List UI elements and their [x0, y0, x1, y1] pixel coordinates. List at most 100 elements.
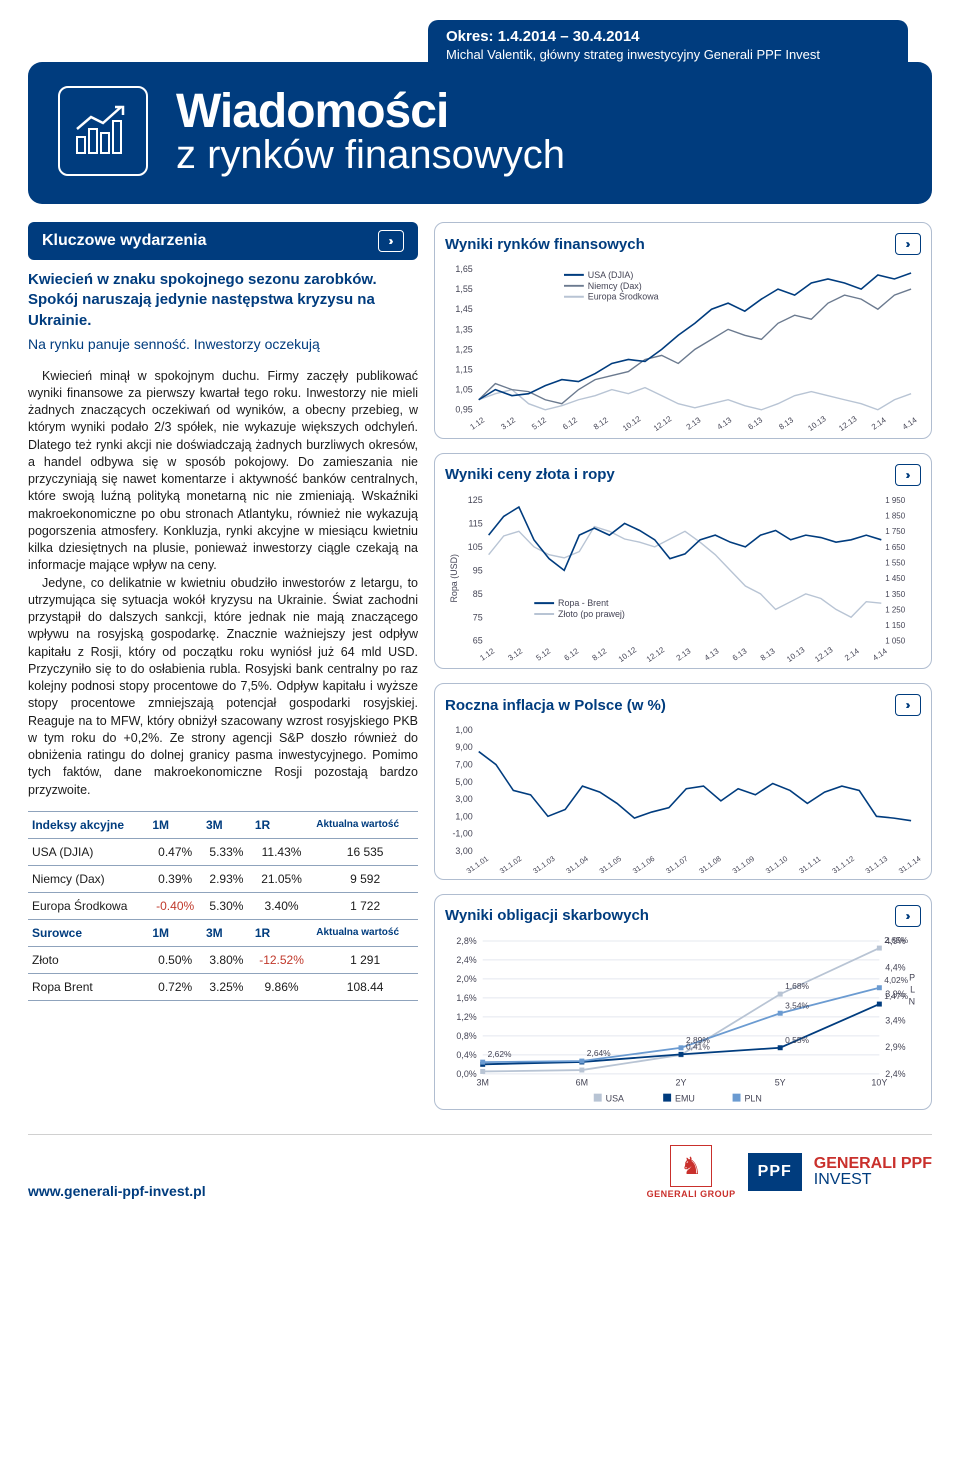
svg-text:-1,00: -1,00: [452, 829, 472, 839]
footer-logos: ♞ GENERALI GROUP PPF GENERALI PPF INVEST: [647, 1145, 932, 1199]
svg-text:4.13: 4.13: [703, 646, 721, 662]
chart-bonds: Wyniki obligacji skarbowych ›› 2,8%2,4%2…: [434, 894, 932, 1111]
svg-text:8.13: 8.13: [759, 646, 777, 662]
svg-text:31.1.08: 31.1.08: [697, 854, 722, 873]
svg-text:1,45: 1,45: [455, 304, 472, 314]
svg-text:1,25: 1,25: [455, 344, 472, 354]
table-row: Niemcy (Dax) 0.39% 2.93% 21.05% 9 592: [28, 865, 418, 892]
svg-text:P: P: [909, 973, 915, 983]
chevron-right-icon: ››: [895, 694, 921, 716]
chart-goldoil-svg: 125115105958575651 9501 8501 7501 6501 5…: [445, 494, 921, 663]
svg-text:USA (DJIA): USA (DJIA): [588, 270, 634, 280]
svg-text:31.1.03: 31.1.03: [531, 854, 556, 873]
svg-text:95: 95: [473, 565, 483, 575]
svg-text:1 850: 1 850: [885, 511, 905, 520]
svg-text:USA: USA: [606, 1094, 624, 1104]
period-box: Okres: 1.4.2014 – 30.4.2014 Michal Valen…: [428, 20, 908, 72]
ppf-logo: PPF: [748, 1153, 802, 1191]
svg-text:1,00: 1,00: [455, 811, 472, 821]
chart-bonds-svg: 2,8%2,4%2,0%1,6%1,2%0,8%0,4%0,0%4,9%4,4%…: [445, 935, 921, 1104]
svg-text:1,55: 1,55: [455, 284, 472, 294]
svg-text:0,95: 0,95: [455, 405, 472, 415]
svg-text:6M: 6M: [576, 1078, 588, 1088]
svg-text:10.13: 10.13: [785, 644, 807, 662]
svg-text:7,00: 7,00: [455, 760, 472, 770]
col-1r: 1R: [251, 811, 312, 838]
svg-text:9,00: 9,00: [455, 742, 472, 752]
svg-text:4.13: 4.13: [715, 415, 733, 431]
svg-text:2.13: 2.13: [675, 646, 693, 662]
svg-text:31.1.12: 31.1.12: [830, 854, 855, 873]
svg-text:31.1.11: 31.1.11: [797, 854, 822, 873]
svg-text:N: N: [909, 996, 915, 1006]
page-title-1: Wiadomości: [176, 84, 565, 139]
svg-text:1,05: 1,05: [455, 385, 472, 395]
svg-text:Niemcy (Dax): Niemcy (Dax): [588, 281, 642, 291]
svg-text:6.13: 6.13: [731, 646, 749, 662]
chevron-right-icon: ››: [895, 233, 921, 255]
svg-text:2.14: 2.14: [843, 646, 861, 662]
svg-text:105: 105: [468, 541, 483, 551]
svg-text:0,41%: 0,41%: [686, 1041, 710, 1051]
author: Michal Valentik, główny strateg inwestyc…: [446, 47, 890, 62]
col-1m: 1M: [148, 811, 202, 838]
intro-subhead: Na rynku panuje senność. Inwestorzy ocze…: [28, 335, 418, 354]
header: Okres: 1.4.2014 – 30.4.2014 Michal Valen…: [28, 20, 932, 204]
page-title-2: z rynków finansowych: [176, 133, 565, 178]
article-body: Kwiecień minął w spokojnym duchu. Firmy …: [28, 368, 418, 799]
title-box: Wiadomości z rynków finansowych: [28, 62, 932, 204]
chart-gold-oil: Wyniki ceny złota i ropy ›› 125115105958…: [434, 453, 932, 670]
okres-value: 1.4.2014 – 30.4.2014: [498, 28, 640, 45]
svg-text:5.12: 5.12: [534, 646, 552, 662]
svg-text:8.12: 8.12: [591, 646, 609, 662]
paragraph-1: Kwiecień minął w spokojnym duchu. Firmy …: [28, 368, 418, 575]
svg-text:3,4%: 3,4%: [885, 1016, 905, 1026]
chart-gold-oil-title: Wyniki ceny złota i ropy: [445, 466, 615, 483]
svg-text:2,64%: 2,64%: [587, 1048, 611, 1058]
col-3m: 3M: [202, 811, 251, 838]
section-key-events-title: Kluczowe wydarzenia: [42, 232, 207, 250]
table-row: Złoto 0.50% 3.80% -12.52% 1 291: [28, 946, 418, 973]
chart-bonds-title: Wyniki obligacji skarbowych: [445, 907, 649, 924]
svg-text:1 250: 1 250: [885, 605, 905, 614]
svg-text:31.1.09: 31.1.09: [731, 854, 756, 873]
svg-text:31.1.05: 31.1.05: [598, 854, 623, 873]
svg-text:5.12: 5.12: [530, 415, 548, 431]
col-indeksy: Indeksy akcyjne: [28, 811, 148, 838]
chevron-right-icon: ››: [895, 905, 921, 927]
col-aktualna: Aktualna wartość: [312, 811, 418, 838]
svg-text:2.14: 2.14: [870, 415, 888, 431]
svg-text:2,65%: 2,65%: [884, 935, 908, 945]
svg-text:3M: 3M: [477, 1078, 489, 1088]
svg-text:Europa Środkowa: Europa Środkowa: [588, 291, 659, 302]
svg-text:8.13: 8.13: [777, 415, 795, 431]
svg-text:1 550: 1 550: [885, 558, 905, 567]
svg-text:1,15: 1,15: [455, 365, 472, 375]
gpi-logo: GENERALI PPF INVEST: [814, 1156, 932, 1190]
col-surowce: Surowce: [28, 919, 148, 946]
svg-text:0,0%: 0,0%: [456, 1069, 476, 1079]
svg-text:12.13: 12.13: [837, 414, 859, 432]
svg-text:Ropa (USD): Ropa (USD): [449, 554, 459, 603]
svg-text:1 350: 1 350: [885, 589, 905, 598]
svg-text:31.1.14: 31.1.14: [897, 854, 921, 873]
footer: www.generali-ppf-invest.pl ♞ GENERALI GR…: [28, 1134, 932, 1199]
svg-text:6.13: 6.13: [746, 415, 764, 431]
svg-text:5Y: 5Y: [775, 1078, 786, 1088]
svg-text:31.1.02: 31.1.02: [498, 854, 523, 873]
svg-text:31.1.13: 31.1.13: [864, 854, 889, 873]
svg-text:12.12: 12.12: [645, 645, 666, 662]
svg-text:10.13: 10.13: [806, 414, 828, 432]
svg-text:4.14: 4.14: [901, 415, 919, 431]
svg-text:2.13: 2.13: [685, 415, 703, 431]
svg-text:2,8%: 2,8%: [456, 936, 476, 946]
generali-logo: ♞ GENERALI GROUP: [647, 1145, 736, 1199]
svg-text:31.1.06: 31.1.06: [631, 854, 656, 873]
svg-text:10.12: 10.12: [617, 645, 638, 662]
svg-text:115: 115: [468, 518, 482, 528]
svg-text:1 150: 1 150: [885, 621, 905, 630]
svg-text:31.1.07: 31.1.07: [664, 854, 689, 873]
svg-text:3,00: 3,00: [455, 846, 472, 856]
table-row: Europa Środkowa -0.40% 5.30% 3.40% 1 722: [28, 892, 418, 919]
svg-text:31.1.04: 31.1.04: [564, 854, 589, 873]
